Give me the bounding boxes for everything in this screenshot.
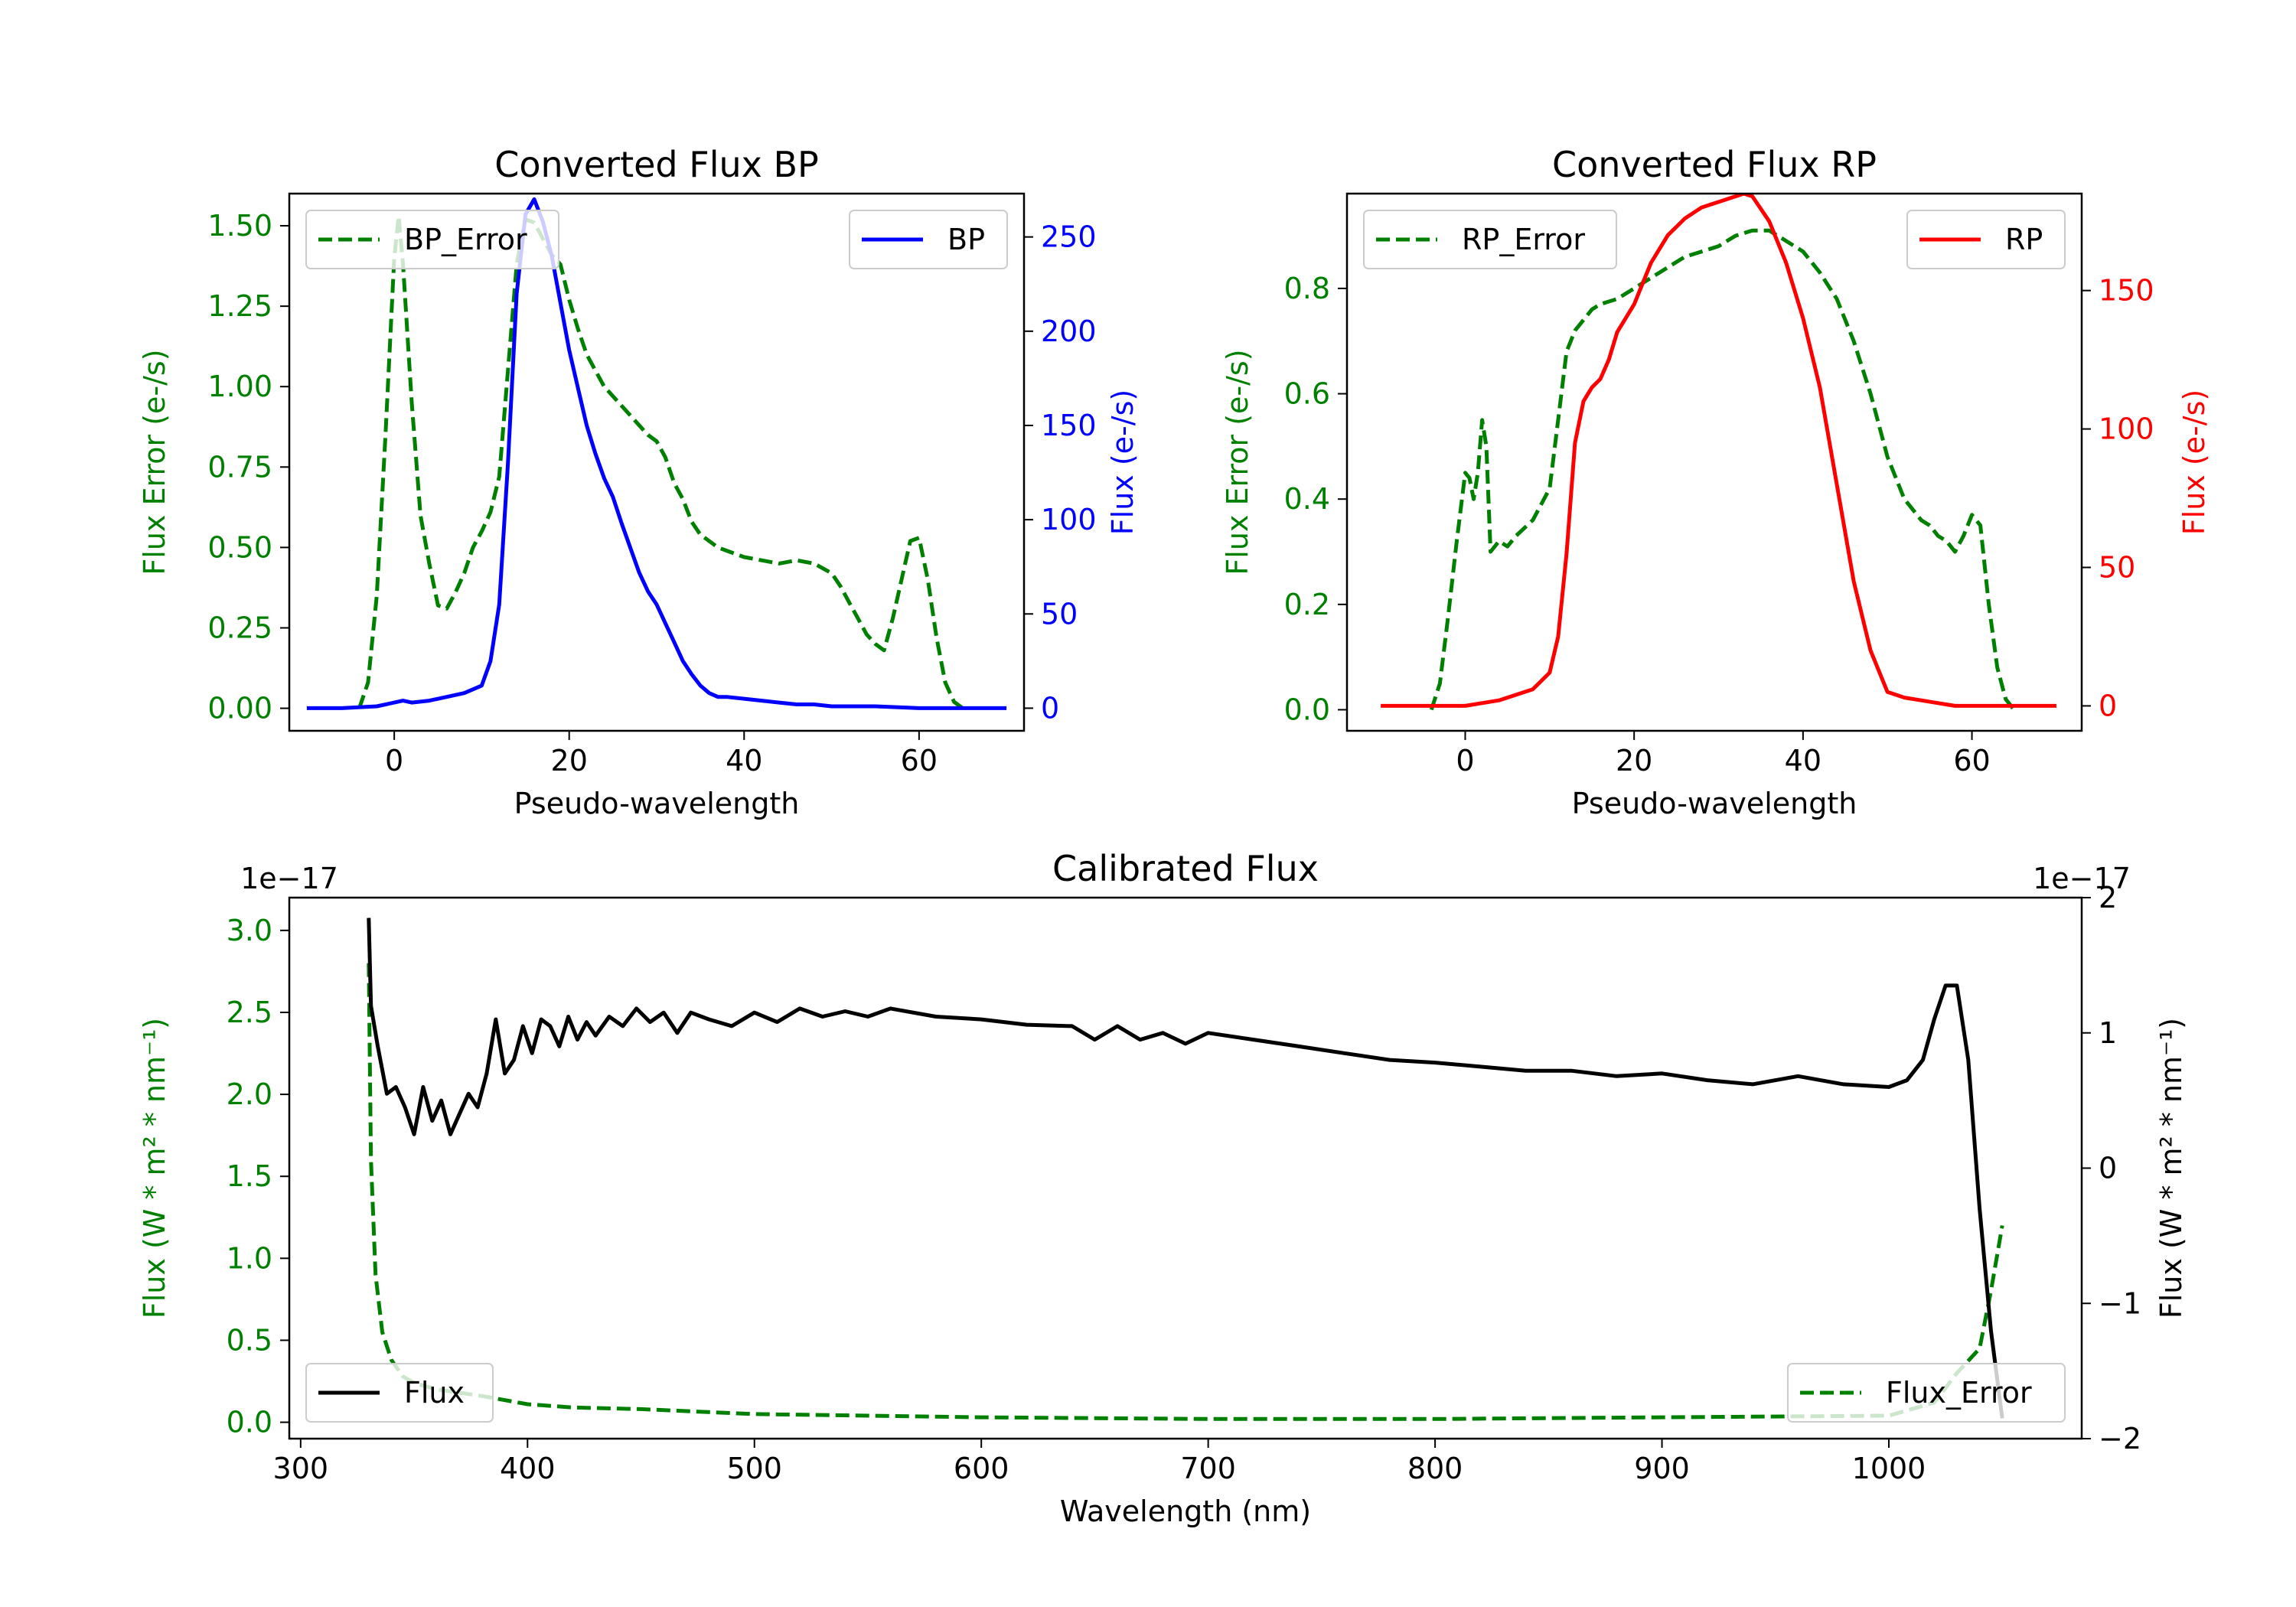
x-axis-label: Wavelength (nm) xyxy=(1060,1495,1311,1528)
chart-title: Converted Flux BP xyxy=(494,144,819,185)
x-tick-label: 20 xyxy=(551,744,588,777)
x-tick-label: 700 xyxy=(1180,1452,1236,1485)
chart-title: Calibrated Flux xyxy=(1052,848,1319,889)
y-tick-label: 2.0 xyxy=(227,1077,272,1111)
x-tick-label: 60 xyxy=(1953,744,1990,777)
legend-left: RP_Error xyxy=(1363,210,1617,269)
y-tick-label: 1.5 xyxy=(227,1159,272,1193)
legend-left-label: Flux xyxy=(404,1376,465,1410)
series-line-flux xyxy=(367,918,2004,1419)
y-tick-label: 3.0 xyxy=(227,914,272,947)
x-tick-label: 400 xyxy=(500,1452,556,1485)
y-tick-label: 2.5 xyxy=(227,996,272,1029)
y2-tick-label: 50 xyxy=(2099,551,2135,585)
series-line-rp xyxy=(1381,194,2056,708)
x-tick-label: 500 xyxy=(726,1452,782,1485)
y-tick-label: 0.6 xyxy=(1284,377,1330,411)
legend-right: BP xyxy=(849,210,1008,269)
legend-left-box xyxy=(305,210,559,269)
y2-tick-label: 0 xyxy=(2099,689,2117,722)
axes-frame xyxy=(288,896,2083,1440)
y-tick-label: 0.50 xyxy=(207,530,272,564)
series-line-bp xyxy=(306,197,1007,710)
y2-tick-label: 200 xyxy=(1041,315,1097,348)
x-tick-label: 800 xyxy=(1407,1452,1463,1485)
x-axis-label: Pseudo-wavelength xyxy=(1572,787,1857,820)
y-offset-label-right: 1e−17 xyxy=(2033,862,2131,895)
y-axis-label-left: Flux Error (e-/s) xyxy=(138,349,171,575)
y-offset-label-left: 1e−17 xyxy=(240,862,338,895)
axes-frame xyxy=(288,192,1026,732)
series-line-flux-error xyxy=(367,963,2004,1421)
y-tick-label: 0.4 xyxy=(1284,482,1330,516)
y-tick-label: 1.00 xyxy=(207,370,272,403)
x-tick-label: 60 xyxy=(901,744,938,777)
x-tick-label: 0 xyxy=(385,744,403,777)
y2-tick-label: −1 xyxy=(2099,1286,2141,1320)
x-tick-label: 900 xyxy=(1634,1452,1690,1485)
legend-left-label: RP_Error xyxy=(1462,223,1585,256)
y-tick-label: 0.0 xyxy=(227,1406,272,1439)
y2-tick-label: 150 xyxy=(2099,274,2154,308)
y2-tick-label: 0 xyxy=(2099,1152,2117,1185)
legend-right-label: BP xyxy=(947,223,985,256)
legend-left-label: BP_Error xyxy=(404,223,527,256)
x-tick-label: 20 xyxy=(1616,744,1652,777)
y2-tick-label: 100 xyxy=(1041,503,1097,536)
legend-right-box xyxy=(1787,1363,2066,1423)
y-axis-label-right: Flux (e-/s) xyxy=(2177,390,2211,535)
y-tick-label: 0.8 xyxy=(1284,272,1330,305)
x-axis-label: Pseudo-wavelength xyxy=(514,787,800,820)
y-axis-label-left: Flux (W * m² * nm⁻¹) xyxy=(138,1018,171,1319)
x-tick-label: 0 xyxy=(1456,744,1474,777)
y-tick-label: 0.75 xyxy=(207,450,272,484)
y2-tick-label: 150 xyxy=(1041,409,1097,442)
y2-tick-label: −2 xyxy=(2099,1422,2141,1455)
legend-left-box xyxy=(305,1363,494,1423)
legend-left: Flux xyxy=(305,1363,494,1423)
legend-right-box xyxy=(849,210,1008,269)
legend-right-box xyxy=(1906,210,2066,269)
axes-frame xyxy=(1345,192,2083,732)
y-tick-label: 0.5 xyxy=(227,1323,272,1357)
legend-left: BP_Error xyxy=(305,210,559,269)
y-tick-label: 0.0 xyxy=(1284,693,1330,726)
y2-tick-label: 250 xyxy=(1041,220,1097,254)
x-tick-label: 300 xyxy=(273,1452,329,1485)
y-axis-label-right: Flux (W * m² * nm⁻¹) xyxy=(2154,1018,2188,1319)
chart-bp: Converted Flux BP 0 20 40 60 Pseudo-wavelengt… xyxy=(138,144,1140,820)
y-tick-label: 1.50 xyxy=(207,209,272,243)
x-tick-label: 40 xyxy=(1785,744,1821,777)
y2-tick-label: 100 xyxy=(2099,412,2154,446)
y-tick-label: 0.2 xyxy=(1284,588,1330,621)
y-tick-label: 1.0 xyxy=(227,1241,272,1275)
legend-right: Flux_Error xyxy=(1787,1363,2066,1423)
y-axis-label-right: Flux (e-/s) xyxy=(1106,390,1140,535)
y2-tick-label: 0 xyxy=(1041,691,1059,725)
chart-title: Converted Flux RP xyxy=(1552,144,1877,185)
chart-rp: Converted Flux RP 0 20 40 60 Pseudo-wavelengt… xyxy=(1221,144,2211,820)
x-tick-label: 40 xyxy=(726,744,762,777)
legend-right-label: RP xyxy=(2005,223,2043,256)
x-tick-label: 600 xyxy=(954,1452,1009,1485)
x-tick-label: 1000 xyxy=(1852,1452,1926,1485)
legend-right: RP xyxy=(1906,210,2066,269)
y-tick-label: 0.25 xyxy=(207,611,272,644)
y2-tick-label: 50 xyxy=(1041,597,1078,631)
legend-right-label: Flux_Error xyxy=(1886,1376,2032,1410)
chart-calibrated: Calibrated Flux 300 400 500 600 700 800 900 1000… xyxy=(138,848,2188,1528)
series-line-rp-error xyxy=(1429,228,2016,712)
y-tick-label: 0.00 xyxy=(207,692,272,725)
y-axis-label-left: Flux Error (e-/s) xyxy=(1221,349,1254,575)
y-tick-label: 1.25 xyxy=(207,289,272,323)
y2-tick-label: 2 xyxy=(2099,881,2117,914)
legend-left-box xyxy=(1363,210,1617,269)
series-line-bp-error xyxy=(357,214,964,710)
y2-tick-label: 1 xyxy=(2099,1016,2117,1050)
